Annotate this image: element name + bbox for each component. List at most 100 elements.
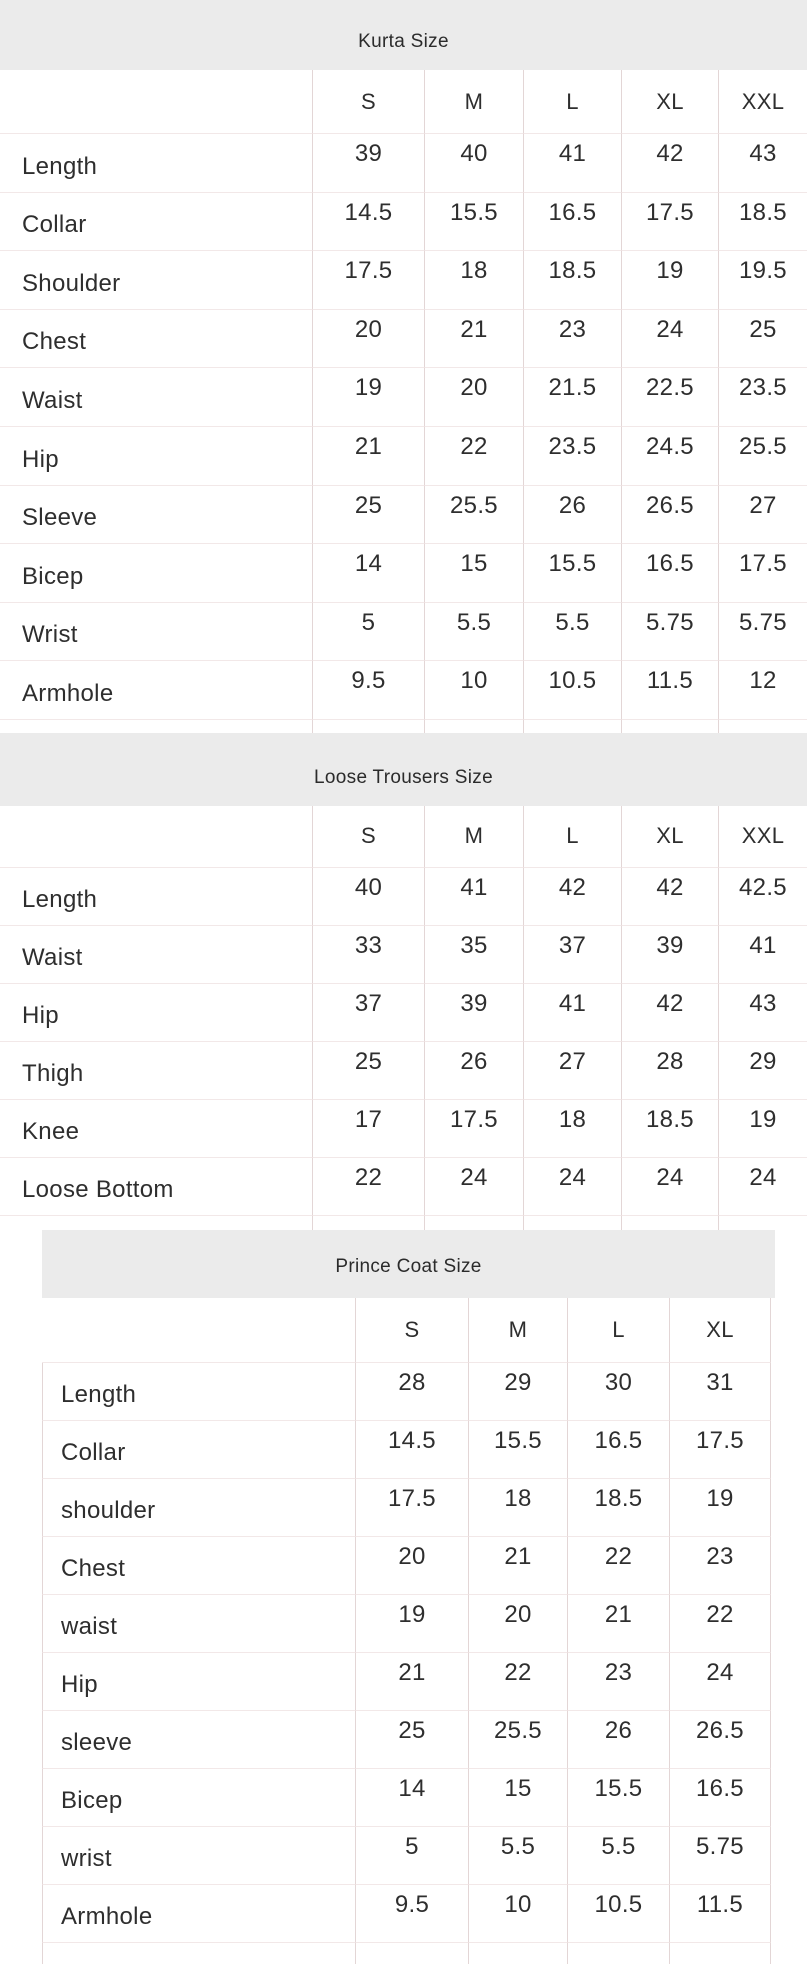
measurement-row: Length 40 41 42 42 42.5 [0,867,807,926]
measurement-value: 18 [424,251,523,310]
measurement-value: 10.5 [523,661,621,720]
measurement-label: Length [42,1362,355,1421]
measurement-row: Chest 20 21 23 24 25 [0,309,807,369]
measurement-value: 19 [312,368,424,427]
clipped-value-cell [718,1215,807,1230]
measurement-value: 23.5 [718,368,807,427]
measurement-label: Hip [0,984,312,1042]
measurement-value: 43 [718,983,807,1042]
table-title: Loose Trousers Size [314,767,493,789]
measurement-row: Shoulder 17.5 18 18.5 19 19.5 [0,251,807,310]
measurement-value: 17.5 [312,251,424,310]
measurement-value: 26 [567,1710,669,1769]
measurement-row: Collar 14.5 15.5 16.5 17.5 18.5 [0,192,807,252]
measurement-row: Collar 14.5 15.5 16.5 17.5 [42,1420,771,1479]
measurement-value: 16.5 [621,544,718,603]
measurement-value: 22.5 [621,368,718,427]
measurement-value: 19 [621,251,718,310]
measurement-label: Waist [0,926,312,984]
measurement-row: shoulder 17.5 18 18.5 19 [42,1478,771,1537]
measurement-value: 25.5 [468,1710,567,1769]
prince-coat-title-band: Prince Coat Size [42,1229,775,1298]
measurement-value: 37 [312,983,424,1042]
header-row: S M L XL XXL [0,805,807,868]
measurement-value: 42 [621,867,718,926]
measurement-value: 23 [669,1536,771,1595]
measurement-value: 14 [312,544,424,603]
measurement-value: 27 [718,485,807,545]
measurement-value: 29 [718,1041,807,1100]
clipped-label-cell [42,1942,355,1964]
loose-trousers-title-band: Loose Trousers Size [0,732,807,806]
measurement-label: wrist [42,1826,355,1885]
clipped-value-cell [669,1942,771,1964]
measurement-value: 21 [312,426,424,486]
measurement-value: 24 [424,1157,523,1216]
size-column-header: S [312,70,424,134]
measurement-row: waist 19 20 21 22 [42,1594,771,1653]
measurement-row: Armhole 9.5 10 10.5 11.5 [42,1884,771,1943]
header-row: S M L XL XXL [0,70,807,134]
measurement-row: Hip 21 22 23 24 [42,1652,771,1711]
clipped-value-cell [523,719,621,733]
measurement-label: Knee [0,1100,312,1158]
measurement-value: 23 [567,1652,669,1711]
measurement-value: 42 [621,134,718,193]
measurement-value: 21 [355,1652,468,1711]
clipped-value-cell [621,719,718,733]
measurement-label: Loose Bottom [0,1158,312,1216]
measurement-value: 41 [424,867,523,926]
measurement-value: 5.75 [621,602,718,662]
measurement-value: 39 [621,925,718,984]
measurement-row: Chest 20 21 22 23 [42,1536,771,1595]
size-column-header: L [523,805,621,868]
clipped-value-cell [312,1215,424,1230]
measurement-label: Waist [0,368,312,427]
measurement-value: 23.5 [523,426,621,486]
measurement-value: 40 [424,134,523,193]
size-column-header: XL [621,805,718,868]
measurement-label: shoulder [42,1478,355,1537]
measurement-value: 11.5 [621,661,718,720]
measurement-value: 12 [718,661,807,720]
measurement-label: sleeve [42,1710,355,1769]
measurement-row: Hip 37 39 41 42 43 [0,983,807,1042]
measurement-label: Bicep [0,544,312,603]
measurement-value: 41 [523,134,621,193]
measurement-value: 28 [355,1362,468,1421]
measurement-value: 9.5 [312,661,424,720]
header-spacer-cell [0,806,312,868]
size-column-header: XXL [718,805,807,868]
measurement-value: 42 [523,867,621,926]
measurement-value: 17.5 [355,1478,468,1537]
measurement-label: Hip [0,427,312,486]
measurement-value: 5.5 [468,1826,567,1885]
header-spacer-cell [42,1298,355,1363]
measurement-value: 42 [621,983,718,1042]
measurement-value: 25.5 [718,426,807,486]
kurta-size-title-band: Kurta Size [0,0,807,70]
measurement-value: 23 [523,309,621,369]
loose-trousers-size-table: S M L XL XXL Length 40 41 42 42 42.5 Waist 33 35 37 39… [0,805,807,1230]
measurement-value: 15.5 [424,192,523,252]
measurement-label: Shoulder [0,251,312,310]
measurement-value: 18 [523,1099,621,1158]
measurement-value: 16.5 [567,1420,669,1479]
measurement-row: Armhole 9.5 10 10.5 11.5 12 [0,661,807,720]
measurement-value: 19 [669,1478,771,1537]
clipped-partial-row [0,1215,807,1230]
table-title: Prince Coat Size [335,1255,482,1277]
clipped-partial-row [0,719,807,733]
clipped-label-cell [0,1216,312,1230]
measurement-label: Collar [0,193,312,252]
measurement-value: 18.5 [621,1099,718,1158]
clipped-value-cell [312,719,424,733]
prince-coat-size-section: Prince Coat Size S M L XL Length 28 29 30 31 Col… [42,1229,775,1964]
measurement-value: 22 [424,426,523,486]
measurement-row: wrist 5 5.5 5.5 5.75 [42,1826,771,1885]
measurement-label: Sleeve [0,486,312,545]
measurement-value: 18.5 [523,251,621,310]
measurement-value: 17.5 [669,1420,771,1479]
measurement-value: 22 [312,1157,424,1216]
measurement-value: 25 [312,485,424,545]
